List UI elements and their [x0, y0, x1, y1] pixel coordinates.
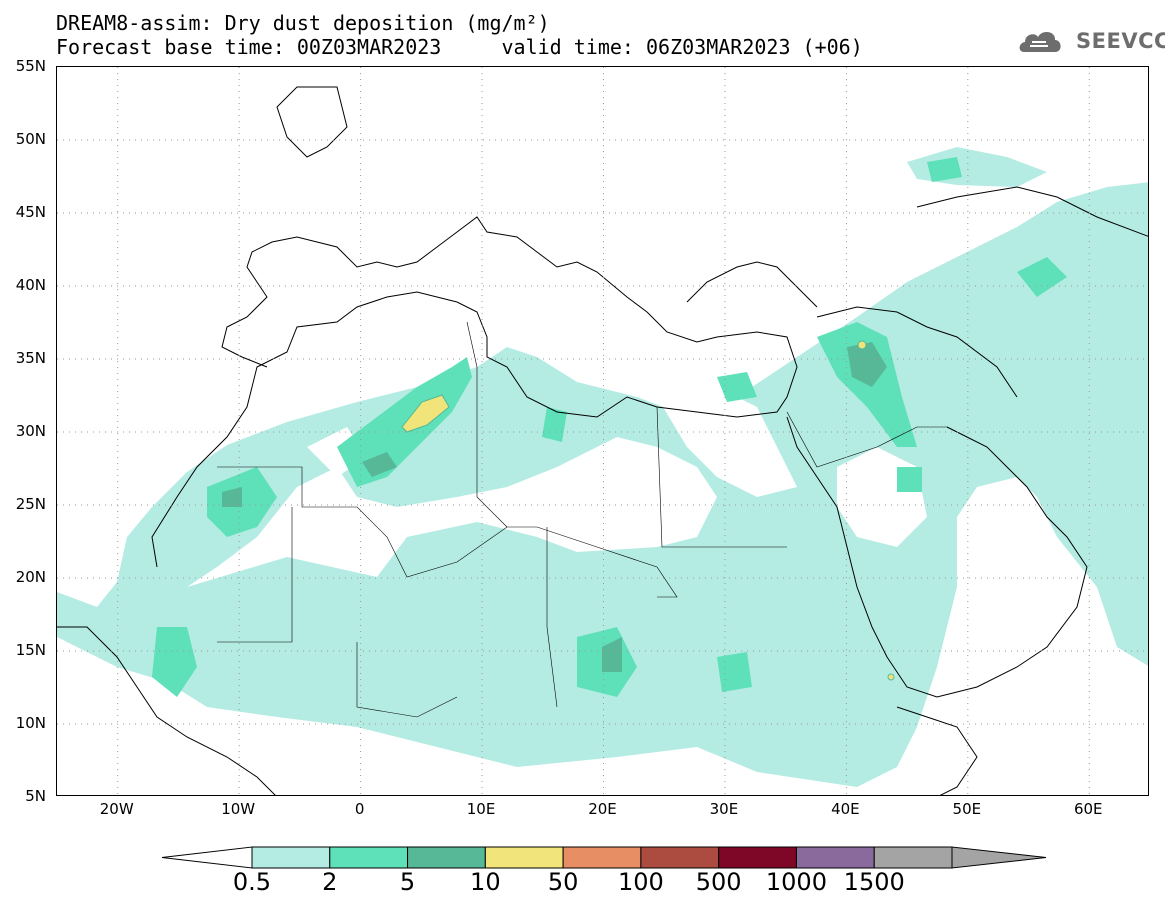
lat-tick-label: 5N [25, 787, 46, 805]
colorbar-swatch [718, 846, 797, 869]
colorbar-swatch [329, 846, 409, 869]
colorbar-level-label: 2 [322, 868, 338, 896]
map-subtitle: Forecast base time: 00Z03MAR2023 valid t… [56, 35, 863, 59]
colorbar [161, 846, 1047, 869]
lon-tick-label: 40E [831, 800, 860, 818]
lon-tick-label: 30E [709, 800, 739, 818]
lat-tick-label: 40N [15, 276, 46, 294]
cloud-icon [1019, 31, 1061, 52]
dust-level-5-contours [222, 342, 887, 672]
lat-tick-label: 25N [15, 495, 46, 513]
colorbar-swatch [640, 846, 720, 869]
dust-level-2-contours [152, 157, 1067, 697]
lat-tick-label: 30N [15, 422, 46, 440]
colorbar-level-label: 500 [695, 868, 742, 896]
colorbar-level-label: 1500 [843, 868, 905, 896]
colorbar-left-arrow [161, 846, 253, 869]
colorbar-swatch [873, 846, 953, 869]
coastlines [57, 86, 1148, 795]
colorbar-swatch [484, 846, 564, 869]
lon-tick-label: 20W [99, 800, 134, 818]
logo-text: SEEVCCC [1076, 29, 1165, 53]
dust-map [57, 67, 1148, 795]
lat-lon-grid [57, 67, 1148, 795]
lat-tick-label: 50N [15, 130, 46, 148]
map-title: DREAM8-assim: Dry dust deposition (mg/m²… [56, 11, 550, 35]
lat-tick-label: 20N [15, 568, 46, 586]
colorbar-swatch [251, 846, 331, 869]
lat-tick-label: 15N [15, 641, 46, 659]
colorbar-level-label: 50 [547, 868, 579, 896]
country-borders [217, 321, 947, 718]
colorbar-swatch [407, 846, 486, 869]
lon-tick-label: 60E [1073, 800, 1103, 818]
lat-tick-label: 35N [15, 349, 46, 367]
lat-tick-label: 45N [15, 203, 46, 221]
colorbar-level-label: 100 [617, 868, 664, 896]
map-panel [56, 66, 1149, 796]
colorbar-level-label: 1000 [765, 868, 827, 896]
lon-tick-label: 50E [952, 800, 982, 818]
colorbar-level-label: 5 [399, 868, 416, 896]
lon-tick-label: 20E [588, 800, 617, 818]
lon-tick-label: 0 [354, 800, 365, 818]
lat-tick-label: 10N [15, 714, 46, 732]
lon-tick-label: 10E [466, 800, 496, 818]
colorbar-swatch [562, 846, 642, 869]
lat-tick-label: 55N [15, 57, 46, 75]
colorbar-swatch [795, 846, 875, 869]
colorbar-level-label: 10 [470, 868, 501, 896]
lon-tick-label: 10W [221, 800, 256, 818]
colorbar-level-label: 0.5 [232, 868, 272, 896]
colorbar-right-arrow [951, 846, 1047, 869]
dust-level-10-contours [401, 340, 895, 681]
